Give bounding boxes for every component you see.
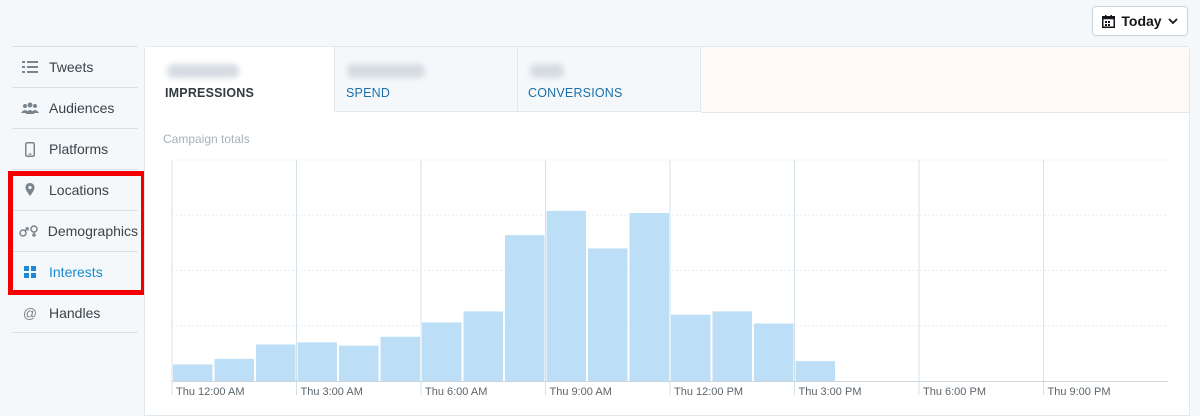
x-tick-label: Thu 3:00 PM <box>799 386 862 398</box>
sidebar-item-label: Interests <box>49 264 103 280</box>
chart-bar[interactable] <box>297 342 338 381</box>
chart-bar[interactable] <box>546 210 587 381</box>
gender-icon <box>18 224 41 238</box>
metric-value-redacted <box>167 64 239 78</box>
calendar-icon <box>1102 14 1116 28</box>
chart-bar[interactable] <box>629 213 670 381</box>
tab-impressions[interactable]: IMPRESSIONS <box>145 47 335 112</box>
chart-bar[interactable] <box>754 323 794 381</box>
sidebar-item-locations[interactable]: Locations <box>12 169 138 210</box>
x-tick-label: Thu 12:00 PM <box>674 386 743 398</box>
at-icon: @ <box>22 304 38 321</box>
tab-label: SPEND <box>346 86 391 100</box>
tab-conversions[interactable]: CONVERSIONS <box>518 47 701 112</box>
chart-bar[interactable] <box>712 311 753 381</box>
people-icon <box>18 102 42 114</box>
sidebar-item-audiences[interactable]: Audiences <box>12 87 138 128</box>
x-tick-label: Thu 9:00 AM <box>550 386 612 398</box>
chart-bar[interactable] <box>795 361 836 381</box>
chart-bar[interactable] <box>588 248 628 381</box>
chart-bar[interactable] <box>214 358 255 381</box>
analytics-panel: IMPRESSIONS SPEND CONVERSIONS Campaign t… <box>144 46 1190 416</box>
sidebar-item-label: Audiences <box>49 100 115 116</box>
phone-icon <box>18 141 42 157</box>
tab-label: CONVERSIONS <box>528 86 623 100</box>
date-range-label: Today <box>1121 13 1162 29</box>
chart-bar[interactable] <box>505 235 545 381</box>
chart-bar[interactable] <box>671 314 711 381</box>
sidebar-item-label: Tweets <box>49 59 94 75</box>
sidebar-item-label: Locations <box>49 182 109 198</box>
tab-spend[interactable]: SPEND <box>335 47 518 112</box>
tab-label: IMPRESSIONS <box>165 86 255 100</box>
x-tick-label: Thu 12:00 AM <box>176 386 245 398</box>
chart-bar[interactable] <box>173 364 213 381</box>
sidebar-item-label: Demographics <box>47 223 138 239</box>
chart-bar[interactable] <box>380 336 421 381</box>
sidebar-item-tweets[interactable]: Tweets <box>12 46 138 87</box>
chart-bar[interactable] <box>256 344 296 381</box>
sidebar-nav: Tweets Audiences Platforms Locations Dem… <box>12 46 138 333</box>
grid-icon <box>18 266 42 278</box>
x-tick-label: Thu 9:00 PM <box>1048 386 1111 398</box>
chevron-down-icon <box>1167 17 1178 25</box>
sidebar-item-handles[interactable]: @ Handles <box>12 292 138 333</box>
x-tick-label: Thu 3:00 AM <box>301 386 363 398</box>
tabs-filler <box>701 47 1189 113</box>
sidebar-item-demographics[interactable]: Demographics <box>12 210 138 251</box>
metric-tabs: IMPRESSIONS SPEND CONVERSIONS <box>145 47 1189 113</box>
chart-bar[interactable] <box>463 311 504 381</box>
x-tick-label: Thu 6:00 AM <box>425 386 487 398</box>
chart-bar[interactable] <box>339 345 379 381</box>
chart-label: Campaign totals <box>163 132 250 146</box>
sidebar-item-label: Handles <box>49 304 101 321</box>
x-tick-label: Thu 6:00 PM <box>923 386 986 398</box>
metric-value-redacted <box>347 64 425 78</box>
date-range-button[interactable]: Today <box>1092 6 1188 36</box>
list-icon <box>18 61 42 73</box>
sidebar-item-interests[interactable]: Interests <box>12 251 138 292</box>
impressions-chart: Thu 12:00 AM Thu 3:00 AM Thu 6:00 AM Thu 9:… <box>171 159 1168 398</box>
sidebar-item-platforms[interactable]: Platforms <box>12 128 138 169</box>
location-pin-icon <box>18 183 42 197</box>
chart-bar[interactable] <box>422 322 462 381</box>
sidebar-item-label: Platforms <box>49 141 109 157</box>
metric-value-redacted <box>530 64 564 78</box>
